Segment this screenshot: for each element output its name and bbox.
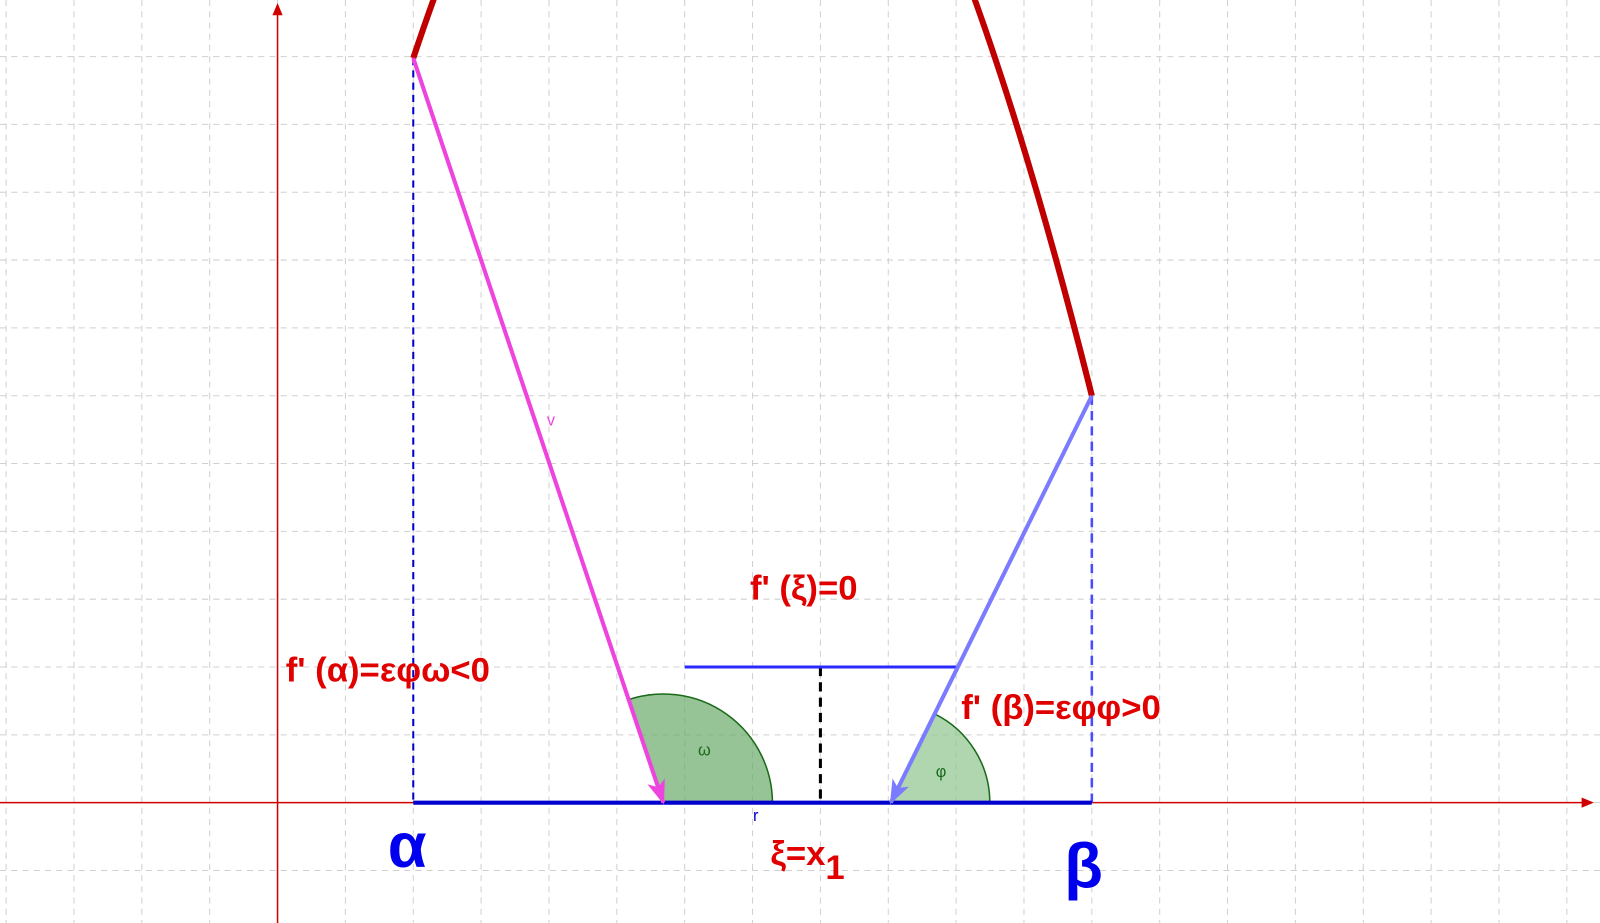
pink-arrow	[411, 57, 666, 805]
omega-angle	[627, 693, 774, 804]
f-beta-label: f' (β)=εφφ>0	[961, 689, 1161, 727]
f-xi-label: f' (ξ)=0	[750, 570, 858, 608]
f-alpha-label: f' (α)=εφω<0	[286, 651, 490, 689]
beta-label: β	[1064, 831, 1103, 901]
xi-main: ξ=x	[770, 835, 826, 873]
v-label: v	[547, 411, 556, 429]
alpha-label: α	[388, 811, 427, 881]
phi-angle	[889, 712, 991, 804]
r-label: r	[753, 807, 759, 825]
xi-sub: 1	[825, 849, 844, 887]
xi-label: ξ=x1	[770, 835, 844, 887]
blue-arrow	[888, 394, 1094, 805]
phi-label: φ	[936, 763, 947, 781]
omega-label: ω	[698, 742, 711, 760]
curve	[410, 0, 1095, 397]
